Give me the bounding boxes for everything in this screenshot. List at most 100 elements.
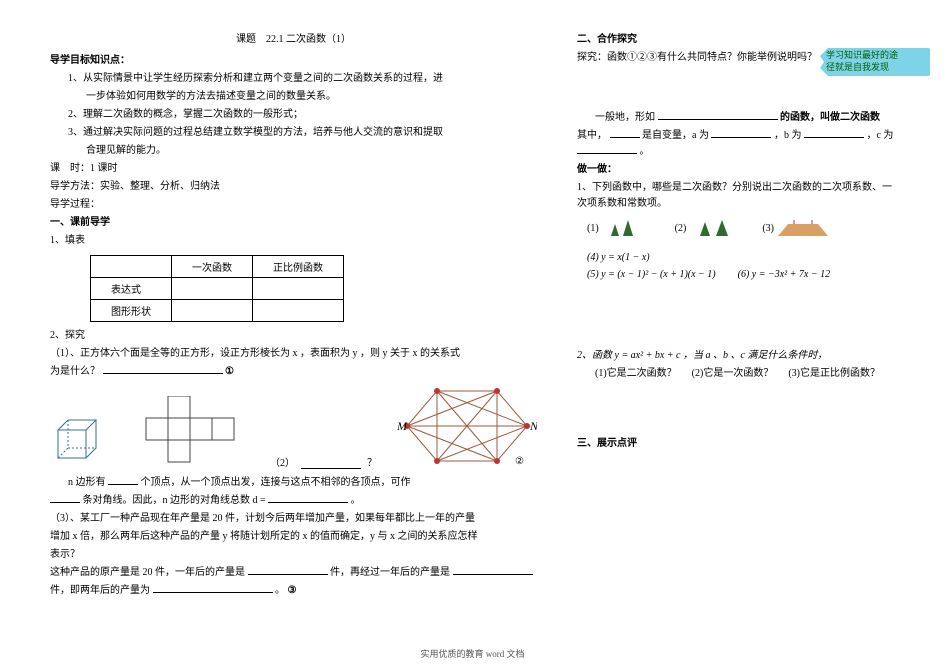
circle-3: ③: [288, 583, 297, 599]
blank-line: [153, 583, 273, 593]
blank-line: [658, 110, 778, 120]
problem-3g: 。: [275, 585, 285, 596]
problem-3d-row: 这种产品的原产量是 20 件，一年后的产量是 件，再经过一年后的产量是: [50, 565, 537, 581]
tree-icon: [603, 218, 653, 238]
table-h2: 一次函数: [172, 256, 253, 278]
blank-line: [248, 565, 328, 575]
problem-2a-row: n 边形有 个顶点，从一个顶点出发，连接与这点不相邻的各顶点，可作: [50, 475, 537, 491]
def-g: 。: [640, 146, 650, 157]
goal-1b: 一步体验如何用数学的方法去描述变量之间的数量关系。: [50, 89, 537, 105]
eq-3: (3): [762, 218, 828, 238]
process: 导学过程：: [50, 197, 537, 213]
zuo-2-subs: (1)它是二次函数？ (2)它是一次函数？ (3)它是正比例函数？: [577, 366, 895, 382]
problem-2a: n 边形有: [68, 477, 106, 488]
tip-callout: 学习知识最好的途 径就是自我发现: [820, 46, 930, 78]
section-3-head: 三、展示点评: [577, 436, 895, 452]
table-h1: [91, 256, 172, 278]
problem-3c: 表示？: [50, 547, 537, 563]
equation-row-1: (1) (2) (3) (4) y = x(1 − x): [587, 218, 895, 263]
zuo-1: 1、下列函数中，哪些是二次函数？分别说出二次函数的二次项系数、一次项系数和常数项…: [577, 180, 895, 212]
road-icon: [778, 218, 828, 238]
def-d: 是自变量，a 为: [642, 130, 709, 141]
lesson-title: 课题 22.1 二次函数（1）: [50, 30, 537, 45]
problem-3f-row: 件，即两年后的产量为 。 ③: [50, 583, 537, 599]
blank-line: [804, 128, 864, 138]
table-cell: [172, 300, 253, 322]
blank-line: [453, 565, 533, 575]
blank-line: [610, 128, 640, 138]
problem-2c: 条对角线。因此，n 边形的对角线总数 d =: [83, 495, 266, 506]
circle-1: ①: [225, 364, 234, 380]
problem-2-q: ？: [367, 454, 377, 469]
section-1-2: 2、探究: [50, 328, 537, 344]
blank-line: [268, 493, 348, 503]
blank-line: [108, 475, 138, 485]
goal-heading: 导学目标知识点：: [50, 53, 537, 69]
goal-3b: 合理见解的能力。: [50, 143, 537, 159]
callout-line-2: 径就是自我发现: [826, 62, 924, 74]
eq-2-label: (2): [675, 223, 687, 234]
svg-text:②: ②: [515, 456, 524, 466]
method: 导学方法：实验、整理、分析、归纳法: [50, 179, 537, 195]
svg-text:N: N: [529, 419, 537, 433]
zuo-2-2: (2)它是一次函数？: [692, 368, 774, 379]
eq-1: (1): [587, 218, 653, 238]
polygon-figure: M N ②: [397, 386, 537, 469]
eq-4: (4) y = x(1 − x): [587, 252, 650, 263]
zuo-2: 2、函数 y = ax² + bx + c ，当 a 、b 、c 满足什么条件时…: [577, 348, 895, 364]
blank-line: [301, 459, 361, 469]
svg-text:M: M: [397, 419, 408, 433]
problem-1a: （1）、正方体六个面是全等的正方形，设正方形棱长为 x ，表面积为 y ，则 y…: [50, 346, 537, 362]
problem-2-label-wrap: （2） ？: [270, 454, 377, 469]
table-cell: [172, 278, 253, 300]
goal-2: 2、理解二次函数的概念，掌握二次函数的一般形式；: [50, 107, 537, 123]
section-1-1: 1、填表: [50, 233, 537, 249]
eq-3-label: (3): [762, 223, 774, 234]
unfold-figure: [130, 396, 250, 469]
tree-icon: [690, 218, 740, 238]
eq-2: (2): [675, 218, 741, 238]
def-b: 的函数，叫做二次函数: [780, 112, 880, 123]
table-cell: [253, 278, 344, 300]
problem-1b-row: 为是什么？ ①: [50, 364, 537, 380]
problem-3b: 增加 x 倍，那么两年后这种产品的产量 y 将随计划所定的 x 的值而确定，y …: [50, 529, 537, 545]
problem-3a: （3）、某工厂一种产品现在年产量是 20 件，计划今后两年增加产量，如果每年都比…: [50, 511, 537, 527]
table-r2: 图形形状: [91, 300, 172, 322]
function-table: 一次函数 正比例函数 表达式 图形形状: [90, 255, 344, 322]
def-f: ，c 为: [866, 130, 893, 141]
def-c: 其中，: [577, 130, 607, 141]
eq-5: (5) y = (x − 1)² − (x + 1)(x − 1): [587, 269, 716, 280]
goal-1: 1、从实际情景中让学生经历探索分析和建立两个变量之间的二次函数关系的过程，进: [50, 71, 537, 87]
zuo-2-3: (3)它是正比例函数？: [788, 368, 880, 379]
cube-figure: [50, 416, 110, 469]
problem-3e: 件，再经过一年后的产量是: [330, 567, 450, 578]
table-cell: [253, 300, 344, 322]
def-a: 一般地，形如: [595, 112, 655, 123]
zuo-2-text: 2、函数 y = ax² + bx + c ，当 a 、b 、c 满足什么条件时…: [577, 350, 827, 361]
table-r1: 表达式: [91, 278, 172, 300]
zuo-head: 做一做：: [577, 162, 895, 178]
blank-line: [50, 493, 80, 503]
definition-row-1: 一般地，形如 的函数，叫做二次函数: [577, 110, 895, 126]
blank-line: [577, 144, 637, 154]
equation-row-2: (5) y = (x − 1)² − (x + 1)(x − 1) (6) y …: [587, 269, 895, 280]
problem-3f: 件，即两年后的产量为: [50, 585, 150, 596]
problem-2-label: （2）: [270, 454, 295, 469]
figure-row: （2） ？: [50, 386, 537, 469]
definition-row-2: 其中， 是自变量，a 为 ，b 为 ，c 为 。: [577, 128, 895, 160]
problem-2d: 。: [351, 495, 361, 506]
callout-line-1: 学习知识最好的途: [826, 50, 924, 62]
def-e: ，b 为: [774, 130, 802, 141]
blank-line: [103, 364, 223, 374]
table-h3: 正比例函数: [253, 256, 344, 278]
problem-2b: 个顶点，从一个顶点出发，连接与这点不相邻的各顶点，可作: [141, 477, 411, 488]
class-time: 课 时：1 课时: [50, 161, 537, 177]
problem-2c-row: 条对角线。因此，n 边形的对角线总数 d = 。: [50, 493, 537, 509]
problem-3d: 这种产品的原产量是 20 件，一年后的产量是: [50, 567, 245, 578]
problem-1b: 为是什么？: [50, 366, 100, 377]
eq-6: (6) y = −3x² + 7x − 12: [738, 269, 830, 280]
eq-1-label: (1): [587, 223, 599, 234]
goal-3: 3、通过解决实际问题的过程总结建立数学模型的方法，培养与他人交流的意识和提取: [50, 125, 537, 141]
blank-line: [711, 128, 771, 138]
section-1-head: 一、课前导学: [50, 215, 537, 231]
